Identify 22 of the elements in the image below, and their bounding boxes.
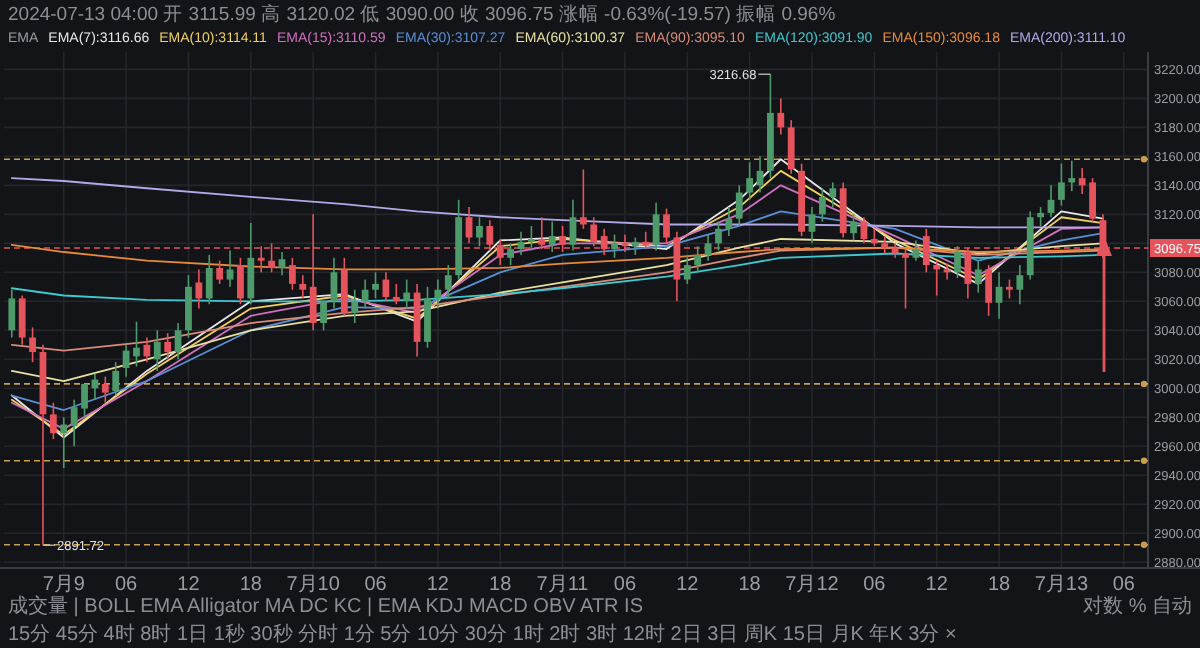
x-tick-label: 12 xyxy=(177,574,200,596)
x-tick-label: 7月12 xyxy=(785,574,839,596)
x-tick-label: 7月13 xyxy=(1034,574,1089,596)
x-tick-label: 7月10 xyxy=(286,574,340,596)
subtitle: 2024-07-13 04:00 开 3115.99 高 3120.02 低 3090.00 收 3096.75 涨幅 -0.63%(-19.57) 振幅 0.96% xyxy=(8,4,836,26)
x-tick-label: 12 xyxy=(925,574,948,596)
toolbar-text: 成交量 | BOLL EMA Alligator MA DC KC | EMA KDJ MACD OBV ATR IS xyxy=(8,596,643,618)
x-tick-label: 18 xyxy=(738,574,761,596)
x-tick-label: 18 xyxy=(987,574,1011,596)
x-tick-label: 06 xyxy=(1112,574,1135,596)
x-tick-label: 7月9 xyxy=(42,574,85,596)
x-tick-label: 18 xyxy=(489,574,512,596)
toolbar-text: 15分 45分 4时 8时 1日 1秒 30秒 分时 1分 5分 10分 30分 1时 2时 3时 12时 2日 3日 周K 15日 月K 年K 3分 × xyxy=(8,624,957,646)
x-tick-label: 12 xyxy=(426,574,449,596)
x-tick-label: 06 xyxy=(115,574,138,596)
x-tick-label: 12 xyxy=(676,574,699,596)
x-tick-label: 7月11 xyxy=(536,574,589,596)
x-tick-label: 06 xyxy=(863,574,886,596)
x-tick-label: 06 xyxy=(613,574,637,596)
toolbar-text: 对数 % 自动 xyxy=(1083,596,1192,618)
x-tick-label: 06 xyxy=(364,574,387,596)
x-tick-label: 18 xyxy=(239,574,262,596)
